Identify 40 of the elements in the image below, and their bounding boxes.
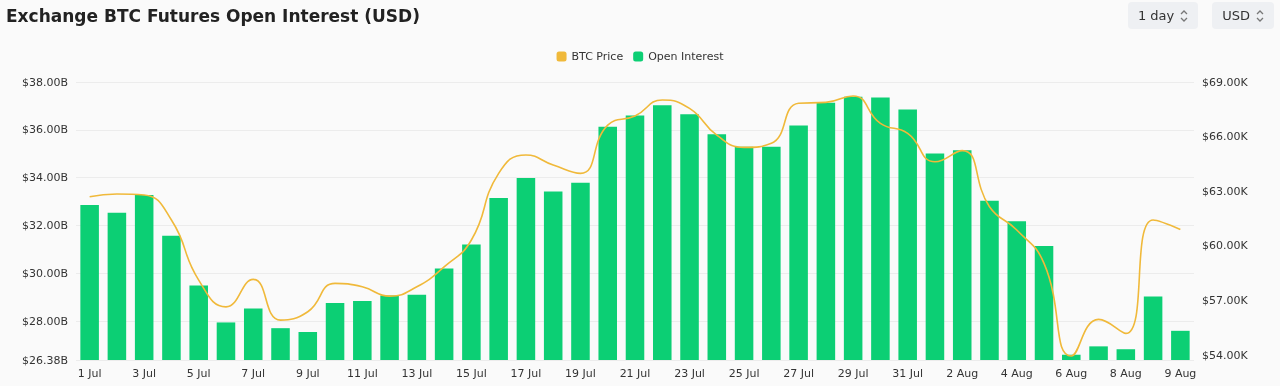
x-tick-label: 27 Jul xyxy=(783,367,814,380)
chart-title: Exchange BTC Futures Open Interest (USD) xyxy=(6,6,420,26)
x-tick-label: 4 Aug xyxy=(1000,367,1033,380)
x-tick-label: 19 Jul xyxy=(565,367,596,380)
x-tick-label: 11 Jul xyxy=(346,367,378,380)
x-tick-label: 8 Aug xyxy=(1109,367,1142,380)
x-tick-label: 5 Jul xyxy=(186,367,211,380)
x-tick-label: 7 Jul xyxy=(241,367,266,380)
text: 1 day xyxy=(1137,8,1175,23)
x-tick-label: 2 Aug xyxy=(946,367,979,380)
line-series xyxy=(88,95,1182,357)
y2-tick-label: $54.00K xyxy=(1202,348,1249,362)
y2-tick-label: $66.00K xyxy=(1202,130,1249,144)
x-tick-label: 29 Jul xyxy=(837,367,869,380)
text: USD xyxy=(1222,8,1250,23)
y2-tick-label: $63.00K xyxy=(1202,184,1249,198)
x-tick-label: 31 Jul xyxy=(892,367,924,380)
y-tick-label: $36.00B xyxy=(21,123,68,137)
legend-label: BTC Price xyxy=(571,50,624,63)
y2-tick-label: $60.00K xyxy=(1202,239,1249,253)
y2-tick-label: $57.00K xyxy=(1202,293,1249,307)
x-tick-label: 3 Jul xyxy=(132,367,157,380)
y-tick-label: $34.00B xyxy=(21,171,68,185)
y-tick-label: $28.00B xyxy=(21,314,68,328)
x-tick-label: 1 Jul xyxy=(77,367,102,380)
x-tick-label: 9 Jul xyxy=(295,367,320,380)
x-tick-label: 25 Jul xyxy=(728,367,760,380)
x-tick-label: 6 Aug xyxy=(1055,367,1088,380)
y-tick-label: $38.00B xyxy=(21,75,68,89)
y-tick-label: $26.38B xyxy=(21,353,68,367)
x-tick-label: 17 Jul xyxy=(510,367,542,380)
x-tick-label: 13 Jul xyxy=(401,367,433,380)
x-tick-label: 23 Jul xyxy=(674,367,705,380)
y2-tick-label: $69.00K xyxy=(1202,75,1249,89)
y-tick-label: $32.00B xyxy=(21,219,68,233)
x-tick-label: 21 Jul xyxy=(619,367,651,380)
x-tick-label: 15 Jul xyxy=(456,367,487,380)
legend-label: Open Interest xyxy=(648,50,725,63)
y-tick-label: $30.00B xyxy=(21,266,68,280)
x-tick-label: 9 Aug xyxy=(1164,367,1197,380)
